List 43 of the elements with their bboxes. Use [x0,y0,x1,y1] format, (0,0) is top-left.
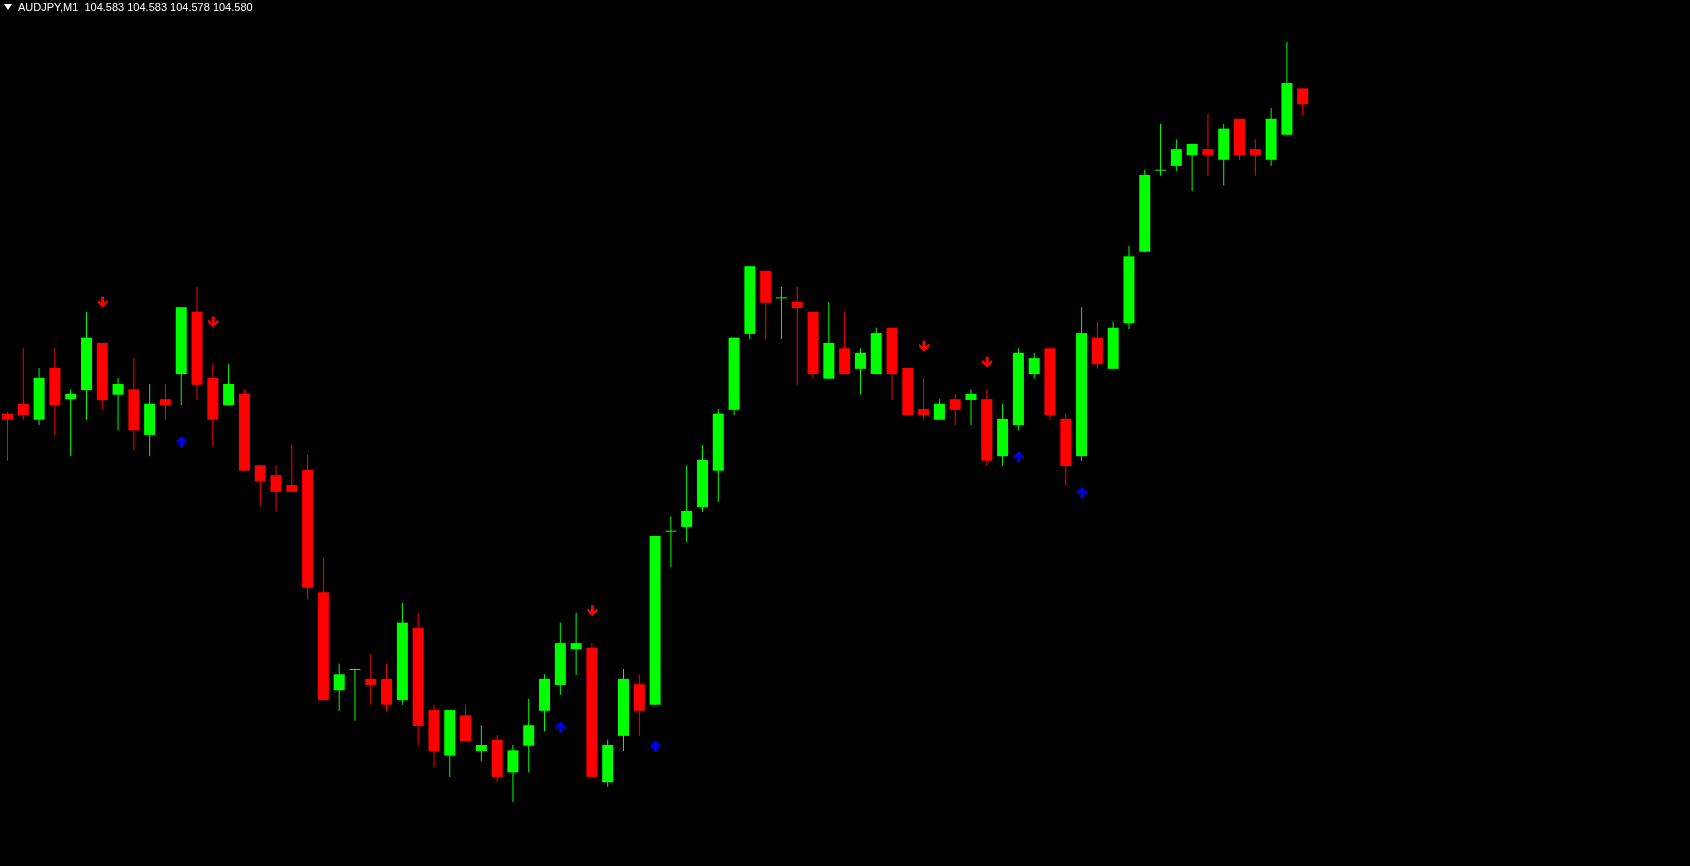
candlestick [523,698,535,773]
chart-title: AUDJPY,M1 104.583 104.583 104.578 104.580 [18,1,253,13]
candlestick [791,286,803,386]
point [555,721,566,733]
candlestick [949,393,961,426]
candlestick [775,286,787,340]
candlestick [365,653,377,706]
candlestick [1170,138,1182,172]
candlestick [112,377,124,431]
candlestick [333,663,345,712]
candlestick [65,388,77,457]
candlestick [918,377,930,421]
candlestick [349,668,361,722]
candlestick [1297,87,1309,116]
point [176,436,187,447]
candlestick [965,388,977,426]
candlestick [1202,113,1214,177]
candlestick [286,444,298,493]
candlestick [507,744,519,802]
candlestick [475,724,487,762]
candlestick [159,383,171,421]
candlestick [681,464,693,543]
candlestick [1249,138,1261,177]
point [97,296,108,308]
point [650,740,661,752]
candlestick [854,347,866,396]
point [982,356,993,368]
candlestick [570,612,582,676]
point [1076,486,1087,498]
candlestick [933,398,945,421]
candlestick [1028,352,1040,380]
candlestick [1186,143,1198,192]
candlestick [665,515,677,568]
point [1013,451,1024,463]
candlestick [17,347,29,421]
point [587,605,598,617]
candlestick [2,411,13,462]
candlestick [1155,123,1167,177]
candlestick [270,464,282,513]
point [208,316,219,328]
point [919,340,930,352]
candlestick [223,363,235,406]
candlestick [254,464,266,507]
